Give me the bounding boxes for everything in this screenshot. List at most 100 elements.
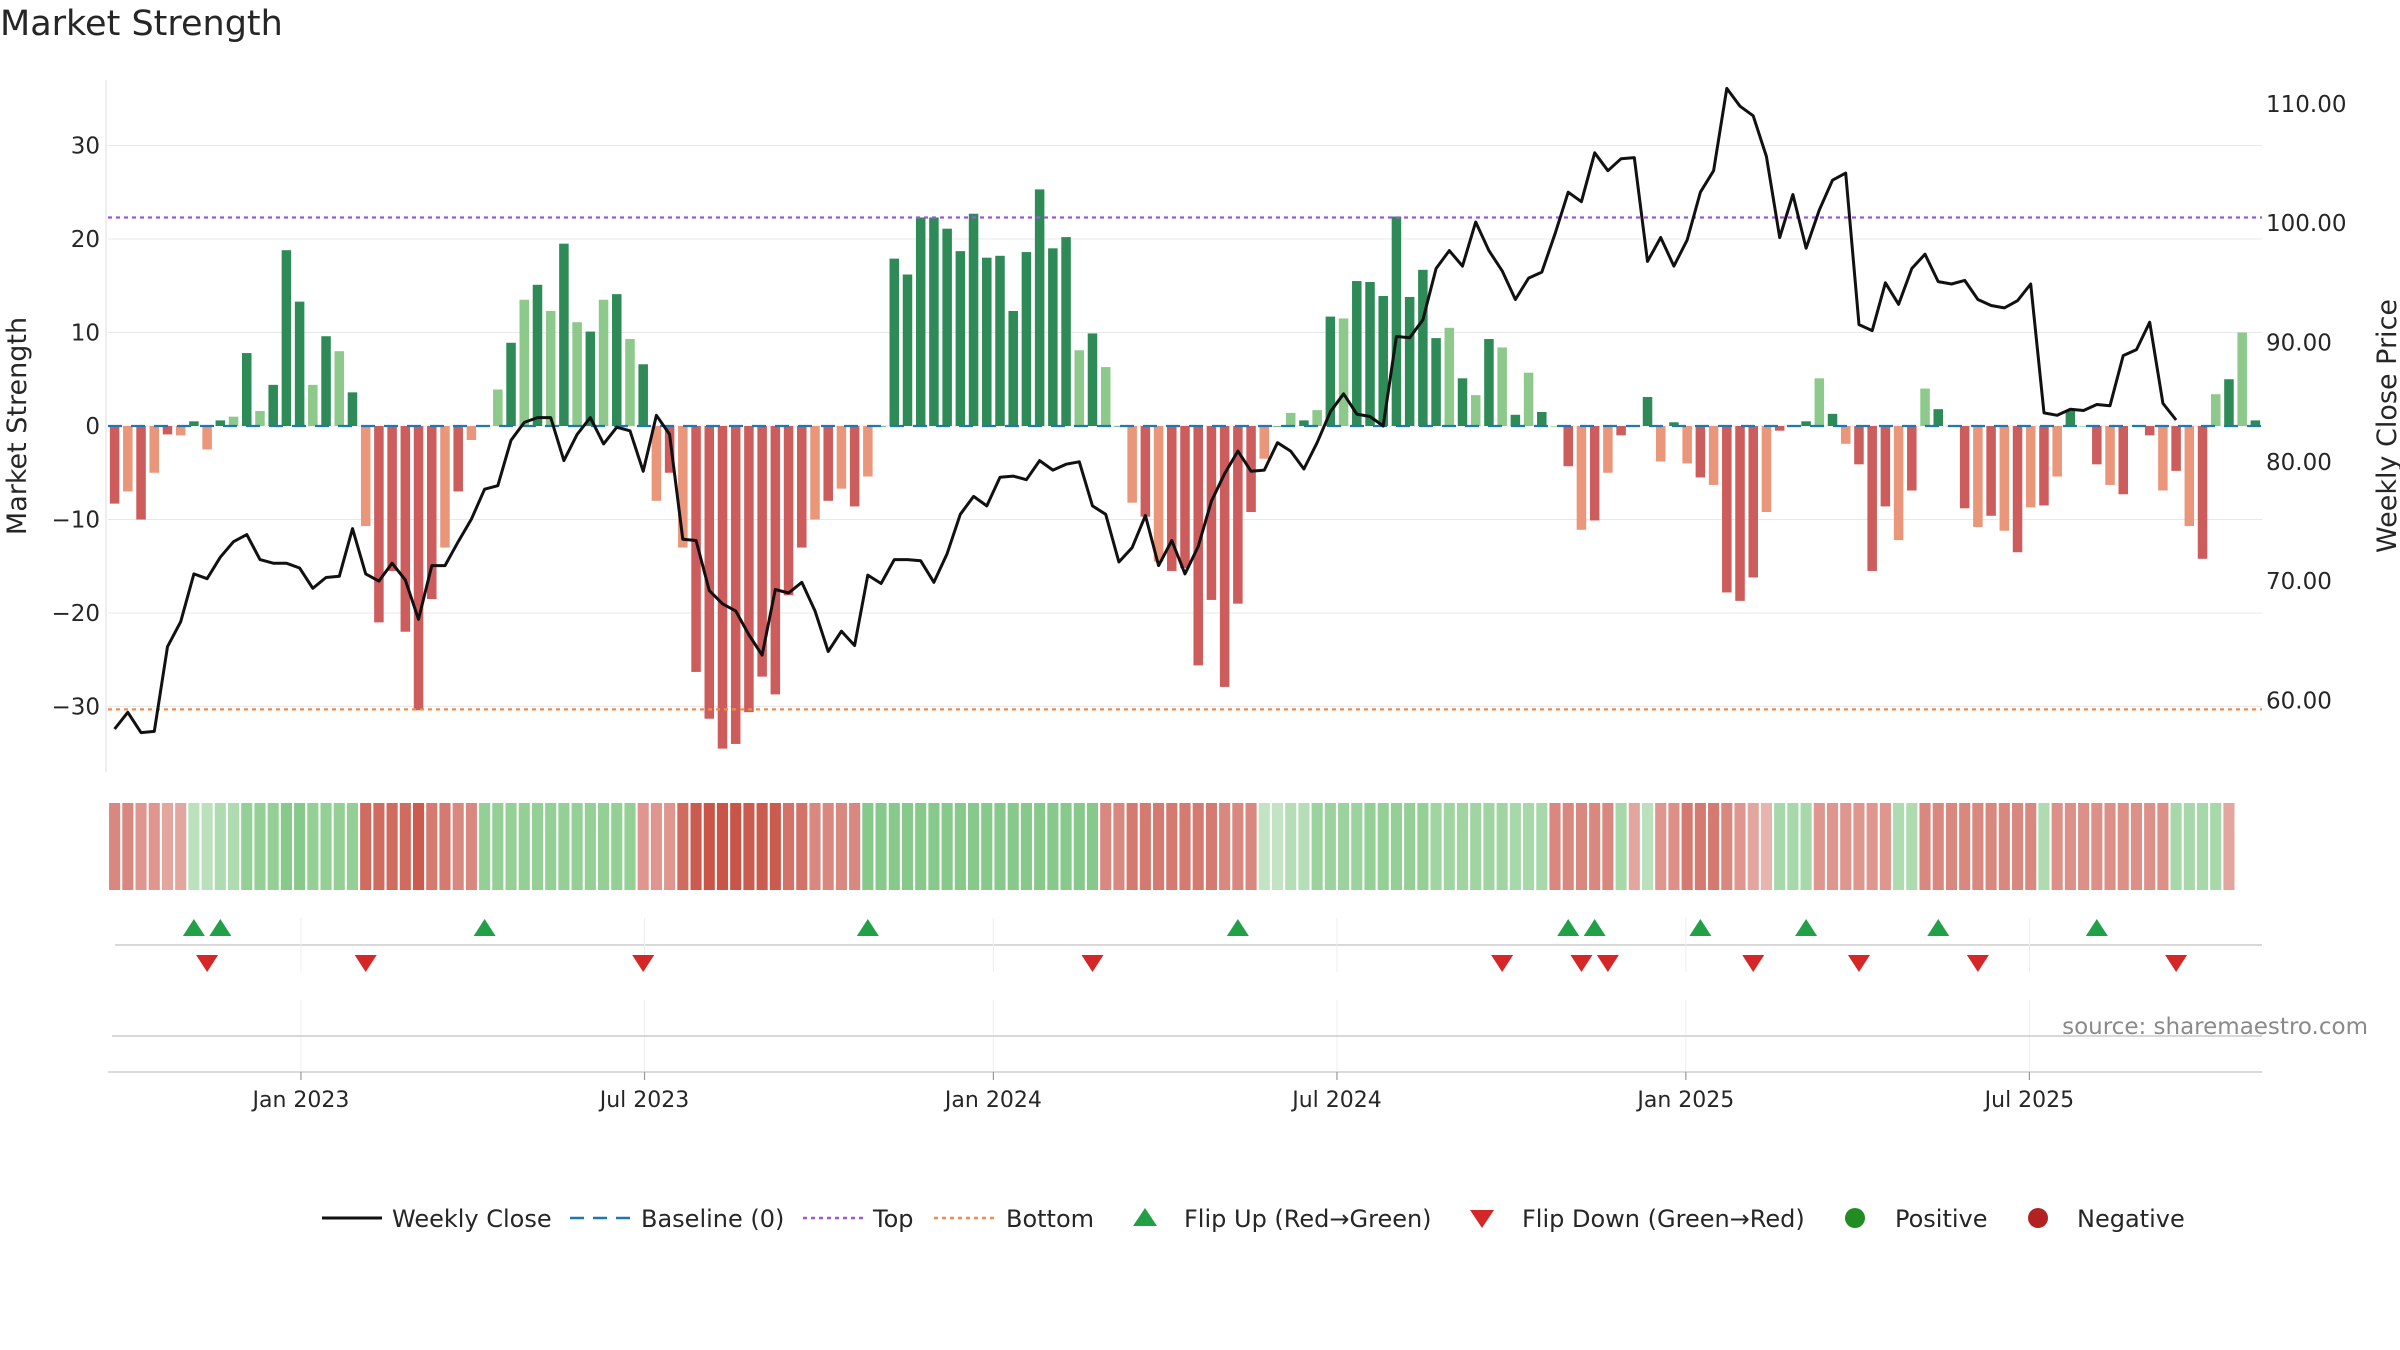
strength-bar: [1404, 296, 1415, 426]
state-cell: [1826, 803, 1839, 890]
strength-bar: [651, 426, 662, 501]
left-tick-label: 0: [85, 414, 100, 440]
strength-bar: [2105, 426, 2115, 485]
left-tick-label: 10: [71, 320, 100, 346]
state-cell: [849, 803, 861, 890]
state-cell: [1377, 803, 1389, 890]
state-cell: [479, 803, 491, 890]
x-tick-label: Jan 2025: [1635, 1088, 1734, 1113]
legend-top-label: Top: [872, 1205, 914, 1233]
state-cell: [1840, 803, 1852, 890]
legend-positive-label: Positive: [1895, 1205, 1988, 1233]
strength-bar: [2197, 426, 2208, 559]
strength-bar: [1722, 426, 1732, 593]
state-cell: [1351, 803, 1363, 890]
strength-bar: [453, 426, 463, 492]
strength-bar: [228, 416, 239, 426]
strength-bar: [321, 336, 331, 426]
state-cell: [1192, 803, 1204, 890]
x-tick-label: Jul 2024: [1290, 1088, 1382, 1113]
state-cell: [1641, 803, 1654, 890]
strength-bar: [400, 426, 411, 632]
source-label: source: sharemaestro.com: [2062, 1014, 2368, 1040]
state-cell: [941, 803, 953, 890]
strength-bar: [598, 299, 609, 426]
state-cell: [1113, 803, 1125, 890]
strength-bar: [1233, 426, 1243, 604]
strength-bar: [1761, 426, 1772, 513]
state-cell: [1668, 803, 1680, 890]
state-cell: [558, 803, 570, 890]
strength-bar: [942, 228, 952, 426]
strength-bar: [744, 426, 754, 713]
strength-bar: [162, 426, 173, 435]
state-cell: [1007, 803, 1019, 890]
strength-bar: [532, 284, 543, 426]
state-cell: [1166, 803, 1178, 890]
strength-bar: [1259, 426, 1270, 459]
strength-bar: [1616, 426, 1626, 436]
state-cell: [822, 803, 834, 890]
state-cell: [1945, 803, 1958, 890]
strength-bar: [2052, 426, 2062, 477]
legend-flip-down-marker: [1470, 1210, 1494, 1228]
strength-bar: [1021, 252, 1032, 426]
strength-bar: [2224, 379, 2234, 426]
state-cell: [412, 803, 425, 890]
state-cell: [1998, 803, 2010, 890]
state-cell: [122, 803, 134, 890]
strength-bar: [797, 426, 807, 548]
state-cell: [743, 803, 755, 890]
state-cell: [452, 803, 464, 890]
state-cell: [1747, 803, 1759, 890]
state-cell: [690, 803, 702, 890]
state-cell: [1853, 803, 1865, 890]
state-cell: [2038, 803, 2050, 890]
state-cell: [1760, 803, 1772, 890]
state-cell: [901, 803, 914, 890]
strength-bar: [1801, 421, 1811, 426]
strength-bar: [902, 274, 913, 426]
state-cell: [2011, 803, 2024, 890]
strength-bar: [2144, 426, 2155, 436]
left-tick-label: −10: [51, 508, 100, 534]
state-cell: [677, 803, 689, 890]
strength-bar: [889, 258, 900, 426]
strength-bar: [730, 426, 741, 744]
flip-down-marker: [1081, 955, 1104, 972]
flip-up-marker: [1557, 919, 1580, 936]
state-cell: [267, 803, 279, 890]
strength-bar: [1497, 347, 1507, 426]
strength-bar: [1867, 426, 1877, 571]
right-tick-label: 70.00: [2266, 569, 2332, 595]
state-cell: [1139, 803, 1151, 890]
flip-markers-panel: [115, 918, 2262, 972]
state-cell: [201, 803, 213, 890]
strength-bar: [1669, 422, 1679, 426]
strength-bar: [175, 426, 186, 436]
strength-bar: [493, 389, 503, 426]
strength-bar: [1219, 426, 1230, 687]
state-cell: [1073, 803, 1085, 890]
flip-down-marker: [1596, 955, 1619, 972]
strength-bar: [334, 351, 345, 426]
strength-bar: [1986, 426, 1996, 516]
strength-bar: [823, 426, 833, 501]
state-cell: [2104, 803, 2116, 890]
state-cell: [1100, 803, 1112, 890]
legend-baseline-label: Baseline (0): [641, 1205, 784, 1233]
chart-title: Market Strength: [0, 4, 283, 44]
state-cell: [175, 803, 187, 890]
strength-bar: [1167, 426, 1177, 571]
state-cell: [1721, 803, 1733, 890]
strength-bar: [757, 426, 767, 677]
weekly-close-line: [113, 86, 2178, 735]
strength-bar: [308, 384, 318, 426]
state-cell: [1734, 803, 1746, 890]
legend: Weekly Close Baseline (0) Top Bottom Flip Up…: [322, 1205, 2185, 1233]
state-cell: [756, 803, 768, 890]
strength-bar: [664, 426, 675, 473]
left-tick-label: −20: [51, 601, 100, 627]
strength-bar: [1748, 426, 1758, 578]
